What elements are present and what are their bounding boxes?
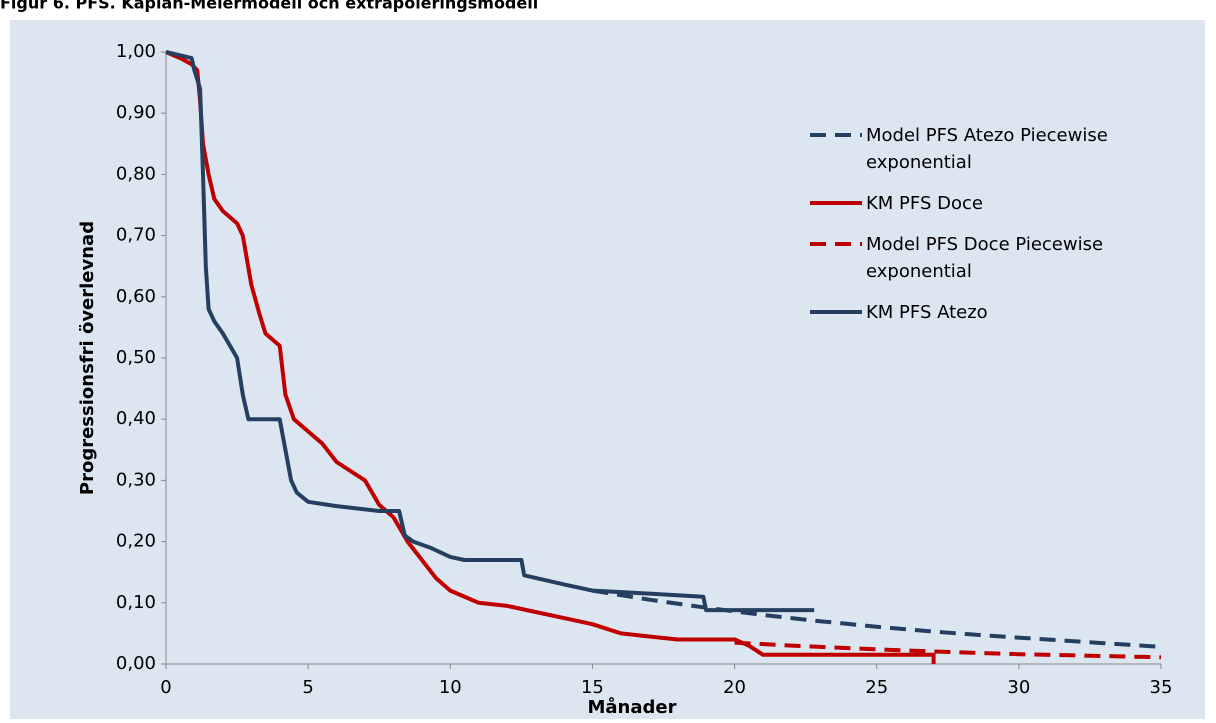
- legend-swatch: [810, 201, 862, 205]
- y-tick-label: 1,00: [116, 41, 156, 62]
- y-tick-label: 0,60: [116, 286, 156, 307]
- y-tick-label: 0,80: [116, 163, 156, 184]
- series-line: [165, 50, 936, 664]
- y-tick-label: 0,10: [116, 592, 156, 613]
- y-tick-label: 0,70: [116, 225, 156, 246]
- legend-label: Model PFS Doce Piecewise exponential: [866, 234, 1104, 282]
- legend-item: Model PFS Doce Piecewise exponential: [808, 231, 1108, 285]
- legend: Model PFS Atezo Piecewise exponential KM …: [808, 122, 1108, 340]
- legend-item: Model PFS Atezo Piecewise exponential: [808, 122, 1108, 176]
- y-tick-label: 0,30: [116, 469, 156, 490]
- legend-label: Model PFS Atezo Piecewise exponential: [866, 125, 1108, 173]
- legend-swatch: [810, 242, 862, 246]
- series-line: [734, 640, 1162, 660]
- y-tick-label: 0,20: [116, 531, 156, 552]
- x-tick-label: 30: [1007, 677, 1030, 698]
- series-line: [165, 50, 815, 613]
- y-tick-label: 0,40: [116, 408, 156, 429]
- x-tick-label: 15: [581, 677, 604, 698]
- legend-swatch: [810, 133, 862, 137]
- legend-item: KM PFS Atezo: [808, 299, 1108, 326]
- x-tick-label: 35: [1150, 677, 1173, 698]
- x-tick-label: 25: [865, 677, 888, 698]
- x-tick-label: 20: [723, 677, 746, 698]
- x-axis-label: Månader: [588, 696, 677, 718]
- plot-background: [10, 20, 1205, 719]
- x-tick-label: 10: [439, 677, 462, 698]
- legend-swatch: [810, 310, 862, 314]
- y-tick-label: 0,50: [116, 347, 156, 368]
- y-axis-label: Progressionsfri överlevnad: [77, 221, 98, 495]
- x-tick-label: 5: [302, 677, 313, 698]
- series-line: [592, 588, 1162, 649]
- chart-title: Figur 6. PFS. Kaplan-Meiermodell och ext…: [0, 0, 538, 13]
- legend-label: KM PFS Doce: [866, 193, 983, 214]
- x-tick-label: 0: [160, 677, 171, 698]
- legend-item: KM PFS Doce: [808, 190, 1108, 217]
- legend-label: KM PFS Atezo: [866, 302, 988, 323]
- y-tick-label: 0,90: [116, 102, 156, 123]
- y-tick-label: 0,00: [116, 653, 156, 674]
